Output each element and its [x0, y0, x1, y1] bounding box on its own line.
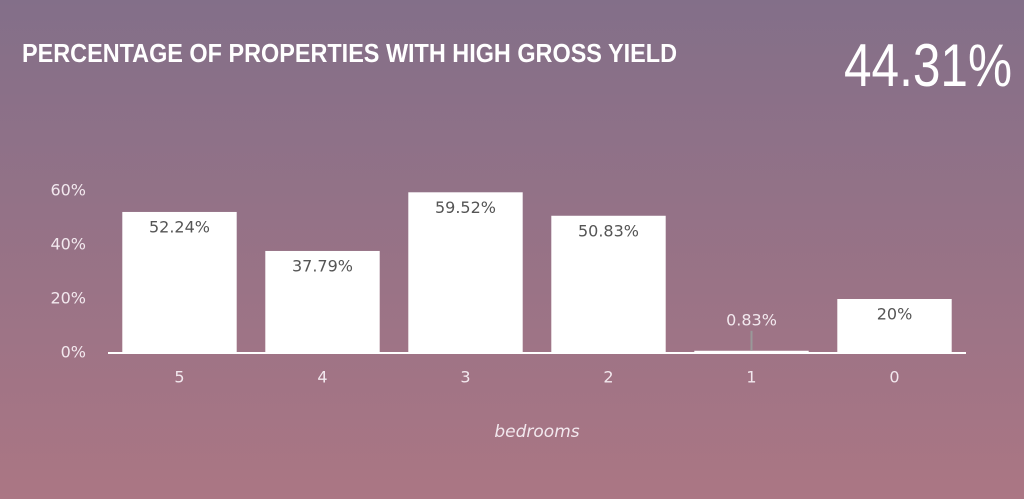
y-tick-label: 20% [50, 289, 86, 308]
x-axis-title: bedrooms [494, 422, 579, 442]
x-tick-label: 1 [746, 368, 756, 387]
bar [694, 350, 809, 353]
data-label: 0.83% [726, 310, 777, 329]
data-label: 50.83% [578, 221, 639, 240]
bar [551, 215, 666, 353]
x-tick-label: 5 [174, 368, 184, 387]
x-tick-label: 0 [889, 368, 899, 387]
y-tick-label: 60% [50, 181, 86, 200]
x-tick-label: 2 [603, 368, 613, 387]
data-label: 52.24% [149, 217, 210, 236]
data-label: 20% [877, 305, 913, 324]
chart-title: PERCENTAGE OF PROPERTIES WITH HIGH GROSS… [22, 38, 677, 68]
bar [408, 192, 523, 353]
bar [837, 299, 952, 353]
y-tick-label: 0% [61, 343, 86, 362]
data-label: 59.52% [435, 198, 496, 217]
bar [122, 211, 237, 353]
y-tick-label: 40% [50, 235, 86, 254]
bar [265, 250, 380, 353]
kpi-value: 44.31% [844, 32, 1012, 99]
x-tick-label: 3 [460, 368, 470, 387]
x-tick-label: 4 [317, 368, 327, 387]
data-label: 37.79% [292, 256, 353, 275]
